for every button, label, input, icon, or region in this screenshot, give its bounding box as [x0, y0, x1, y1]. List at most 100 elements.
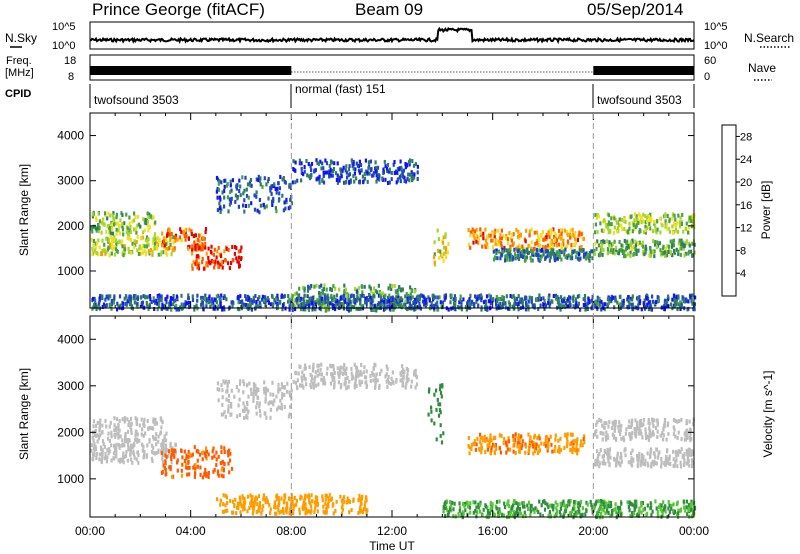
velocity-cell-1970 [633, 507, 636, 512]
velocity-cell-1072 [680, 417, 683, 422]
velocity-cell-1279 [603, 448, 606, 453]
velocity-cell-788 [427, 412, 430, 417]
power-cell-1093 [546, 249, 550, 254]
velocity-cell-501 [280, 406, 283, 411]
velocity-cell-739 [360, 380, 364, 385]
power-cell-2681 [432, 303, 435, 308]
velocity-cell-1505 [309, 501, 312, 506]
power-cell-2811 [281, 307, 284, 312]
velocity-cell-488 [242, 379, 245, 384]
power-cell-1369 [673, 213, 676, 218]
power-cell-21 [112, 218, 115, 223]
velocity-cell-421 [252, 398, 255, 403]
power-cell-538 [253, 207, 257, 212]
velocity-cell-536 [259, 413, 262, 418]
velocity-cell-683 [295, 371, 298, 376]
velocity-cell-503 [229, 412, 232, 417]
power-cell-725 [348, 172, 351, 177]
power-cell-430 [207, 255, 210, 260]
power-cell-866 [557, 242, 560, 247]
power-cell-671 [400, 167, 403, 172]
power-cell-1518 [671, 244, 674, 249]
power-cell-760 [307, 162, 310, 166]
velocity-cell-1536 [358, 493, 361, 498]
velocity-cell-787 [440, 394, 443, 399]
velocity-cell-359 [195, 449, 198, 454]
velocity-cell-866 [569, 432, 572, 437]
power-cell-300 [180, 229, 183, 234]
power-cell-427 [217, 245, 220, 250]
velocity-cell-253 [101, 451, 104, 456]
power-cell-2835 [271, 294, 274, 299]
velocity-cell-405 [181, 455, 184, 460]
power-cell-730 [408, 178, 411, 183]
velocity-cell-279 [132, 444, 135, 448]
power-cell-2282 [146, 304, 149, 309]
power-cell-2138 [608, 296, 611, 301]
power-cell-1641 [321, 288, 324, 293]
velocity-cell-779 [439, 433, 442, 438]
power-cell-384 [205, 261, 208, 266]
power-cell-1221 [612, 230, 615, 235]
velocity-cell-729 [332, 363, 335, 368]
power-cell-2631 [657, 298, 660, 303]
velocity-cell-376 [205, 473, 208, 478]
velocity-cell-1925 [635, 504, 638, 509]
power-cell-392 [209, 249, 213, 254]
velocity-cell-1184 [606, 435, 609, 440]
power-cell-751 [393, 171, 396, 175]
power-cell-261 [105, 250, 108, 255]
nsky-trace [89, 26, 695, 45]
velocity-cell-908 [554, 444, 557, 449]
velocity-cell-579 [391, 370, 394, 375]
velocity-cell-368 [227, 461, 230, 466]
power-cell-1796 [313, 284, 316, 289]
power-cell-681 [361, 174, 364, 179]
velocity-cell-506 [267, 401, 270, 406]
power-cell-1372 [623, 217, 626, 222]
power-cell-345 [166, 233, 169, 238]
power-cell-1290 [644, 220, 647, 225]
velocity-cell-1899 [477, 502, 480, 507]
power-cell-2268 [146, 295, 149, 300]
power-cell-146 [141, 235, 144, 240]
velocity-cell-584 [350, 366, 353, 371]
velocity-cell-916 [517, 433, 520, 438]
power-cell-54 [129, 225, 132, 229]
power-cell-1445 [657, 243, 660, 248]
power-cell-185 [160, 240, 163, 245]
velocity-cell-139 [161, 456, 164, 461]
power-cell-544 [274, 186, 277, 191]
power-cell-281 [204, 227, 208, 231]
velocity-cell-374 [217, 454, 220, 459]
power-cell-2473 [384, 293, 387, 298]
power-cell-572 [229, 190, 232, 195]
velocity-cell-167 [169, 443, 172, 448]
power-cell-1122 [572, 250, 575, 255]
power-cell-2304 [282, 294, 285, 299]
power-cell-841 [472, 233, 475, 238]
velocity-cell-677 [317, 363, 320, 368]
velocity-cell-73 [98, 421, 102, 426]
power-cell-1568 [623, 238, 626, 243]
velocity-cell-1842 [518, 507, 522, 511]
velocity-cell-1013 [673, 427, 676, 432]
velocity-cell-963 [512, 443, 515, 448]
velocity-cell-89 [135, 430, 138, 434]
power-cell-1859 [427, 295, 430, 300]
power-cell-156 [135, 240, 138, 244]
power-cell-813 [444, 234, 447, 239]
velocity-cell-1404 [335, 499, 338, 504]
velocity-cell-957 [520, 446, 523, 451]
velocity-cell-364 [222, 467, 225, 472]
velocity-cell-906 [473, 439, 476, 444]
velocity-cell-778 [437, 402, 440, 407]
velocity-cell-1531 [310, 504, 313, 509]
power-cell-257 [127, 236, 130, 241]
power-cell-647 [416, 177, 419, 181]
power-cell-1530 [628, 252, 631, 257]
power-cell-631 [292, 167, 295, 171]
power-cell-2417 [675, 296, 678, 301]
velocity-cell-546 [230, 401, 233, 406]
velocity-cell-1596 [304, 502, 307, 507]
